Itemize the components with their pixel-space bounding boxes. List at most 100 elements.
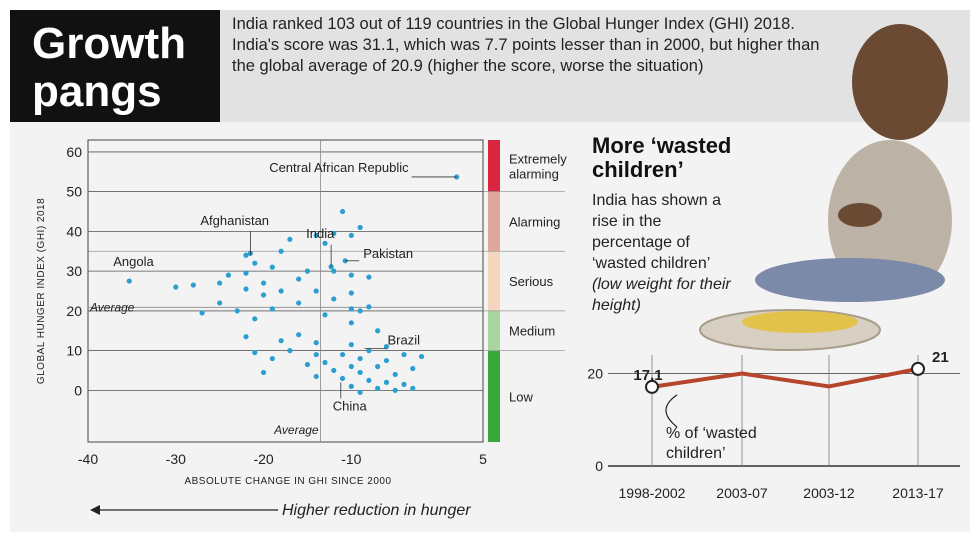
severity-band-1 — [488, 191, 500, 252]
scatter-point — [348, 342, 354, 348]
line-annotation: % of ‘wasted — [666, 425, 757, 442]
child-arm — [838, 203, 882, 227]
scatter-point — [392, 387, 398, 393]
scatter-point — [322, 359, 328, 366]
scatter-point — [348, 363, 354, 370]
severity-label: Medium — [509, 324, 555, 339]
line-chart: 0 20 1998-2002 2003-07 2003-12 2013-17 17.1 21%… — [587, 349, 960, 501]
scatter-point — [348, 290, 354, 296]
wasted-heading-line-1: More ‘wasted — [592, 133, 732, 158]
severity-band-3 — [488, 310, 500, 351]
scatter-point — [401, 381, 407, 387]
line-data-label: 21 — [932, 349, 949, 366]
scatter-point — [243, 270, 249, 276]
average-y-label: Average — [89, 300, 135, 314]
scatter-point — [260, 280, 267, 286]
scatter-point — [331, 268, 337, 274]
x-axis-label: ABSOLUTE CHANGE IN GHI SINCE 2000 — [184, 476, 391, 487]
scatter-point — [348, 320, 354, 326]
scatter-point — [418, 353, 425, 360]
scatter-point — [366, 348, 372, 354]
x-tick-label: 5 — [479, 451, 487, 467]
child-head — [852, 24, 948, 140]
scatter-point — [260, 292, 267, 298]
line-y-tick-label: 0 — [595, 458, 603, 474]
scatter-point — [313, 351, 319, 358]
wasted-series-point — [911, 361, 925, 376]
scatter-point — [278, 288, 284, 294]
scatter-point — [173, 284, 179, 290]
y-tick-label: 50 — [66, 184, 82, 200]
scatter-point — [252, 316, 258, 322]
line-x-tick-label: 2003-12 — [803, 485, 855, 501]
line-annotation: children’ — [666, 445, 726, 462]
severity-label: Alarming — [509, 214, 560, 229]
child-leg — [755, 258, 945, 302]
scatter-point — [313, 288, 319, 294]
scatter-point — [217, 280, 223, 286]
country-label: Pakistan — [363, 246, 413, 261]
scatter-point — [348, 232, 354, 238]
scatter-point — [296, 300, 302, 306]
line-y-tick-label: 20 — [587, 366, 603, 382]
scatter-point — [243, 286, 249, 292]
wasted-body-text: India has shown a rise in the percentage… — [592, 192, 721, 272]
scatter-point — [252, 349, 258, 356]
scatter-point — [243, 252, 249, 258]
scatter-point — [401, 351, 407, 358]
scatter-point — [260, 369, 267, 376]
scatter-point — [339, 351, 346, 358]
scatter-point — [339, 375, 346, 382]
title-box: Growth pangs — [10, 10, 220, 122]
x-tick-label: -40 — [78, 451, 98, 467]
plot-frame — [87, 139, 484, 443]
scatter-point — [252, 260, 258, 266]
y-tick-label: 40 — [66, 223, 82, 239]
scatter-point — [269, 264, 275, 270]
country-label: Afghanistan — [200, 213, 269, 228]
scatter-point — [375, 363, 381, 370]
scatter-point — [304, 361, 311, 368]
scatter-point — [383, 379, 390, 385]
intro-text: India ranked 103 out of 119 countries in… — [232, 15, 820, 75]
wasted-body-italic: (low weight for their height) — [592, 276, 731, 314]
x-tick-label: -20 — [253, 451, 273, 467]
wasted-series-line — [651, 366, 919, 389]
scatter-point — [322, 240, 328, 246]
scatter-point — [296, 276, 302, 282]
scatter-point — [322, 312, 328, 318]
y-tick-label: 0 — [74, 382, 82, 398]
child-illustration — [699, 24, 952, 351]
scatter-point — [313, 373, 319, 380]
x-tick-label: -10 — [341, 451, 361, 467]
scatter-point — [217, 300, 223, 306]
severity-band-2 — [488, 251, 500, 311]
y-tick-label: 20 — [66, 303, 82, 319]
scatter-point — [357, 389, 363, 395]
reduction-arrow-head — [90, 505, 100, 515]
scatter-point — [375, 328, 381, 334]
severity-band-0 — [488, 140, 500, 192]
country-label: Central African Republic — [269, 160, 409, 175]
scatter-point — [126, 278, 132, 284]
severity-label: Serious — [509, 274, 554, 289]
scatter-point — [339, 208, 346, 215]
scatter-point — [348, 383, 354, 389]
country-label: India — [306, 226, 335, 241]
scatter-point — [383, 344, 390, 350]
line-x-tick-label: 1998-2002 — [619, 485, 686, 501]
line-annotation-arrow — [665, 394, 678, 428]
scatter-point — [383, 357, 390, 364]
scatter-point — [287, 348, 293, 354]
scatter-point — [357, 369, 363, 376]
scatter-point — [392, 371, 398, 378]
scatter-point — [313, 232, 319, 238]
scatter-point — [199, 310, 205, 316]
y-tick-label: 30 — [66, 263, 82, 279]
severity-band-4 — [488, 350, 500, 442]
scatter-point — [243, 334, 249, 340]
scatter-point — [357, 355, 363, 362]
scatter-point — [366, 274, 372, 280]
y-tick-label: 60 — [66, 144, 82, 160]
